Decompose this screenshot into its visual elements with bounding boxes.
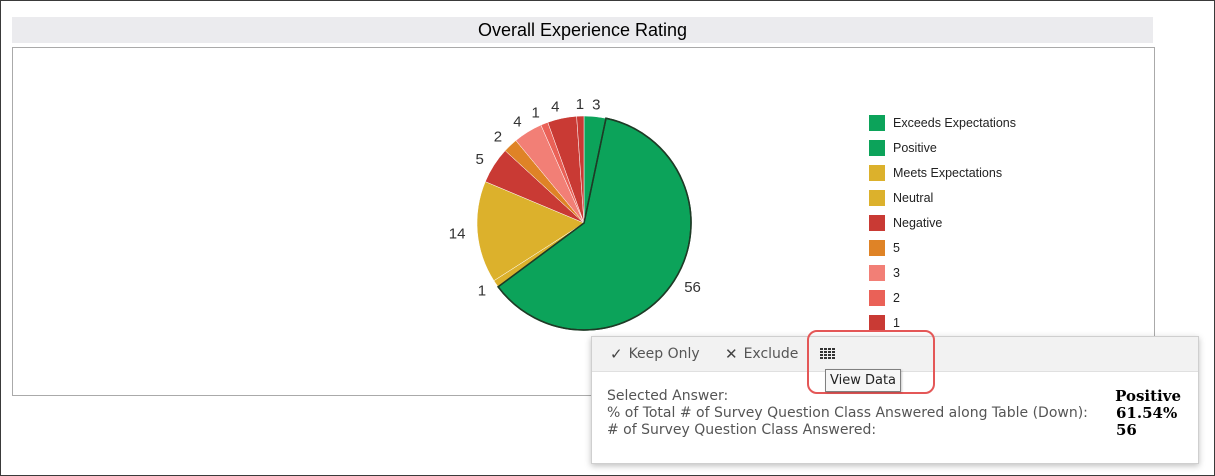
legend-swatch — [869, 314, 885, 331]
pie-slice[interactable] — [576, 115, 585, 224]
legend-label: Meets Expectations — [893, 165, 1003, 180]
tooltip-row-percent: % of Total # of Survey Question Class An… — [607, 405, 1185, 422]
legend-swatch — [869, 239, 885, 256]
tooltip-toolbar: ✓ Keep Only ✕ Exclude — [592, 337, 1198, 372]
data-label: 1 — [532, 104, 540, 121]
legend-swatch — [869, 289, 885, 306]
legend-label: 1 — [893, 315, 900, 330]
x-icon: ✕ — [725, 345, 738, 363]
legend-item[interactable]: Positive — [869, 135, 1041, 160]
selected-slice-outline — [497, 117, 692, 331]
view-data-tooltip: View Data — [825, 369, 902, 392]
legend: Exceeds Expectations Positive Meets Expect… — [869, 110, 1041, 360]
legend-item[interactable]: Neutral — [869, 185, 1041, 210]
selected-answer-label: Selected Answer: — [607, 388, 729, 404]
data-label: 14 — [449, 225, 466, 242]
legend-label: Exceeds Expectations — [893, 115, 1016, 130]
percent-label: % of Total # of Survey Question Class An… — [607, 405, 1088, 421]
view-data-button[interactable] — [820, 337, 836, 371]
legend-item[interactable]: 3 — [869, 260, 1041, 285]
legend-swatch — [869, 189, 885, 206]
keep-only-label: Keep Only — [628, 346, 700, 362]
legend-swatch — [869, 114, 885, 131]
data-label: 1 — [576, 96, 584, 113]
checkmark-icon: ✓ — [610, 345, 623, 363]
legend-swatch — [869, 164, 885, 181]
data-label: 4 — [513, 114, 521, 131]
legend-label: Negative — [893, 215, 943, 230]
legend-item[interactable]: Meets Expectations — [869, 160, 1041, 185]
data-label: 4 — [551, 99, 559, 116]
tooltip-card: ✓ Keep Only ✕ Exclude Selected Answer: P… — [591, 336, 1199, 464]
exclude-label: Exclude — [743, 346, 799, 362]
chart-title: Overall Experience Rating — [12, 17, 1153, 43]
legend-item[interactable]: 2 — [869, 285, 1041, 310]
tooltip-details: Selected Answer: Positive % of Total # o… — [607, 388, 1185, 439]
legend-label: 3 — [893, 265, 900, 280]
data-label: 3 — [592, 97, 600, 114]
selected-answer-value: Positive — [1115, 387, 1181, 405]
legend-item[interactable]: Negative — [869, 210, 1041, 235]
table-grid-icon — [820, 348, 835, 359]
legend-label: Positive — [893, 140, 937, 155]
pie-slice[interactable] — [476, 181, 585, 282]
data-label: 5 — [475, 151, 483, 168]
legend-item[interactable]: 5 — [869, 235, 1041, 260]
legend-label: 5 — [893, 240, 900, 255]
legend-swatch — [869, 264, 885, 281]
count-value: 56 — [1116, 421, 1137, 439]
data-label: 56 — [684, 279, 701, 296]
exclude-button[interactable]: ✕ Exclude — [725, 337, 798, 371]
tooltip-row-count: # of Survey Question Class Answered: 56 — [607, 422, 1185, 439]
legend-swatch — [869, 139, 885, 156]
count-label: # of Survey Question Class Answered: — [607, 422, 877, 438]
tooltip-row-selected-answer: Selected Answer: Positive — [607, 388, 1185, 405]
legend-swatch — [869, 214, 885, 231]
legend-label: 2 — [893, 290, 900, 305]
legend-label: Neutral — [893, 190, 934, 205]
keep-only-button[interactable]: ✓ Keep Only — [610, 337, 700, 371]
legend-item[interactable]: 1 — [869, 310, 1041, 335]
data-label: 2 — [494, 129, 502, 146]
data-label: 1 — [478, 283, 486, 300]
legend-item[interactable]: Exceeds Expectations — [869, 110, 1041, 135]
percent-value: 61.54% — [1116, 404, 1178, 422]
